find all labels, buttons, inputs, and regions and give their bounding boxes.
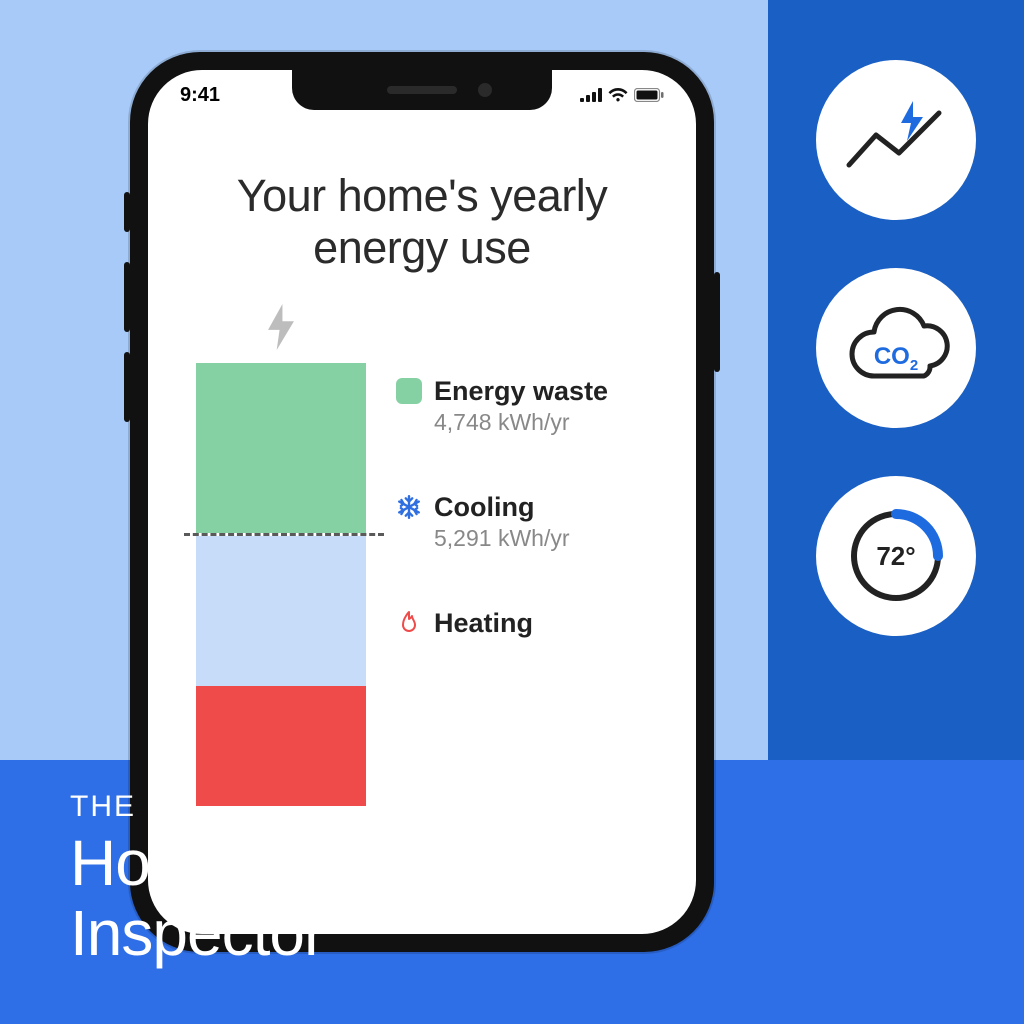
co2-circle: CO2 — [816, 268, 976, 428]
legend-head: Energy waste — [396, 376, 660, 407]
legend-label: Cooling — [434, 492, 534, 523]
footer-title: Home Energy Inspector — [70, 828, 450, 969]
signal-icon — [580, 88, 602, 102]
app-title-line2: energy use — [313, 222, 531, 273]
legend: Energy waste4,748 kWh/yr Cooling5,291 kWh… — [396, 304, 660, 806]
svg-text:CO2: CO2 — [874, 343, 918, 374]
legend-head: Heating — [396, 608, 660, 639]
status-right — [580, 88, 664, 102]
app-title-line1: Your home's yearly — [237, 170, 608, 221]
bar-segment-cooling — [196, 536, 366, 686]
app-title: Your home's yearly energy use — [184, 170, 660, 274]
legend-head: Cooling — [396, 492, 660, 523]
side-icons: CO2 72° — [768, 0, 1024, 760]
status-bar: 9:41 — [148, 70, 696, 120]
footer-kicker: THE — [70, 790, 450, 824]
square-icon — [396, 378, 422, 404]
legend-value: 5,291 kWh/yr — [434, 525, 660, 552]
phone-side-button — [124, 192, 130, 232]
trend-circle — [816, 60, 976, 220]
legend-value: 4,748 kWh/yr — [434, 409, 660, 436]
thermo-circle: 72° — [816, 476, 976, 636]
footer-title-line1: Home Energy — [70, 827, 450, 899]
energy-chart: Energy waste4,748 kWh/yr Cooling5,291 kWh… — [184, 304, 660, 806]
stacked-bar — [196, 304, 366, 806]
bolt-icon — [196, 304, 366, 355]
status-time: 9:41 — [180, 84, 220, 107]
battery-icon — [634, 88, 664, 102]
wifi-icon — [608, 88, 628, 102]
bar-segment-energy_waste — [196, 363, 366, 533]
phone-volume-down — [124, 352, 130, 422]
svg-text:72°: 72° — [876, 541, 915, 571]
legend-label: Energy waste — [434, 376, 608, 407]
phone-volume-up — [124, 262, 130, 332]
footer: THE Home Energy Inspector — [70, 790, 450, 969]
legend-label: Heating — [434, 608, 533, 639]
legend-item-energy_waste: Energy waste4,748 kWh/yr — [396, 376, 660, 436]
phone-power-button — [714, 272, 720, 372]
legend-item-heating: Heating — [396, 608, 660, 639]
footer-title-line2: Inspector — [70, 897, 324, 969]
snowflake-icon — [396, 494, 422, 520]
infographic-canvas: 9:41 — [0, 0, 1024, 1024]
bar-segment-heating — [196, 686, 366, 806]
flame-icon — [396, 610, 422, 636]
legend-item-cooling: Cooling5,291 kWh/yr — [396, 492, 660, 552]
